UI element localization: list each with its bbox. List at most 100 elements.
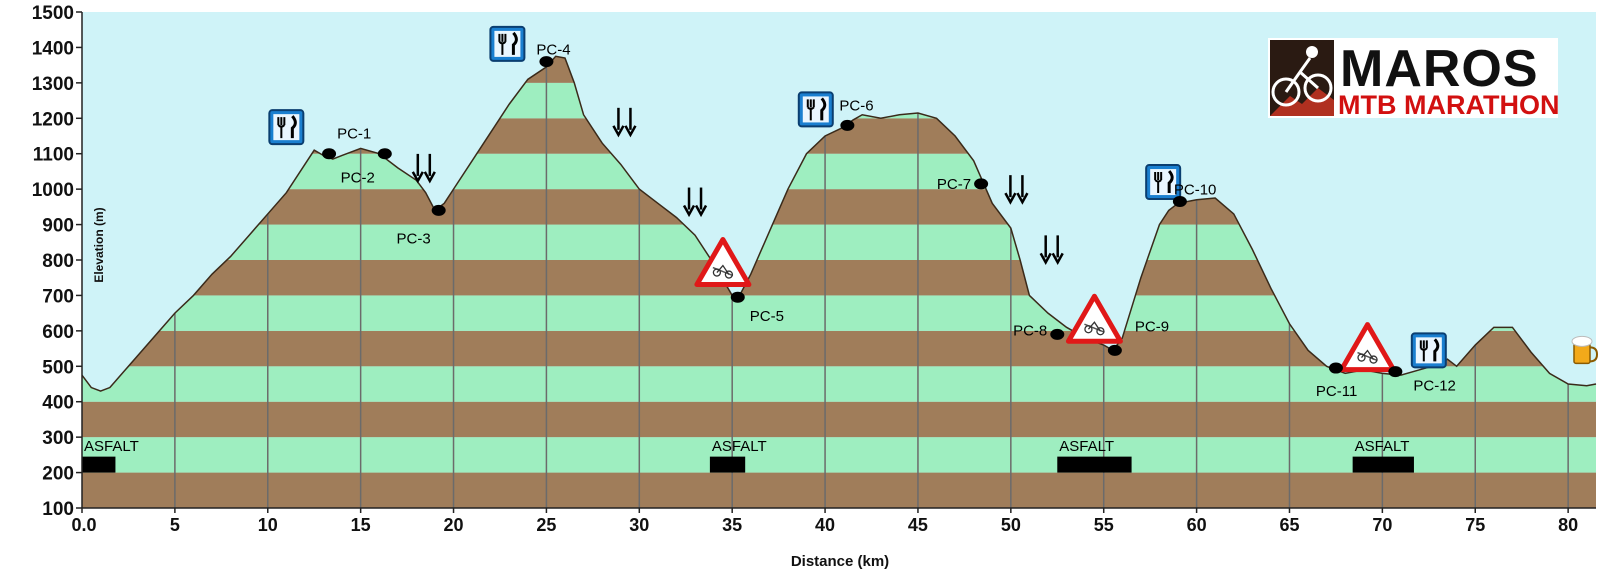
checkpoint-pc-11: PC-11 bbox=[1316, 362, 1357, 400]
logo-subtitle: MTB MARATHON bbox=[1338, 90, 1559, 120]
y-tick-label: 600 bbox=[42, 322, 74, 343]
checkpoint-label: PC-5 bbox=[750, 308, 784, 325]
checkpoint-pc-2: PC-2 bbox=[341, 148, 392, 187]
checkpoint-label: PC-6 bbox=[839, 97, 873, 114]
x-tick-label: 55 bbox=[1094, 515, 1114, 535]
y-tick-label: 1400 bbox=[32, 38, 74, 59]
asphalt-label: ASFALT bbox=[1355, 438, 1410, 455]
x-tick-label: 75 bbox=[1465, 515, 1485, 535]
asphalt-label: ASFALT bbox=[84, 438, 139, 455]
asphalt-section: ASFALT bbox=[709, 438, 767, 473]
asphalt-bar bbox=[1352, 456, 1414, 473]
x-tick-label: 50 bbox=[1001, 515, 1021, 535]
double-down-arrow-icon bbox=[612, 107, 637, 138]
elevation-band bbox=[82, 472, 1596, 508]
checkpoint-pc-10: PC-10 bbox=[1172, 182, 1216, 208]
logo-title: MAROS bbox=[1340, 40, 1539, 98]
y-tick-label: 1300 bbox=[32, 74, 74, 95]
cyclist-logo-icon bbox=[1270, 40, 1334, 116]
checkpoint-pc-8: PC-8 bbox=[1013, 322, 1065, 340]
checkpoint-marker bbox=[322, 148, 337, 160]
checkpoint-label: PC-2 bbox=[341, 170, 375, 187]
steep-descent-warning-icon bbox=[1339, 322, 1397, 373]
y-tick-label: 300 bbox=[42, 428, 74, 449]
checkpoint-marker bbox=[539, 56, 554, 68]
checkpoint-label: PC-8 bbox=[1013, 322, 1047, 339]
checkpoint-marker bbox=[974, 178, 989, 190]
double-down-arrow-icon bbox=[1039, 235, 1064, 265]
x-tick-label: 65 bbox=[1279, 515, 1299, 535]
elevation-band bbox=[82, 437, 1596, 473]
y-tick-label: 900 bbox=[42, 216, 74, 237]
steep-descent-warning-icon bbox=[1065, 293, 1123, 344]
fork-knife-icon bbox=[1145, 164, 1182, 201]
y-tick-label: 1100 bbox=[33, 145, 74, 166]
checkpoints: PC-1 PC-2 PC-3 PC-4 PC-5 PC-6 PC-7 PC-8 PC-9 PC-1… bbox=[322, 42, 1456, 400]
x-axis-title: Distance (km) bbox=[791, 553, 889, 570]
checkpoint-marker bbox=[1050, 328, 1065, 340]
checkpoint-marker bbox=[840, 119, 855, 131]
y-tick-label: 700 bbox=[42, 286, 74, 307]
checkpoint-label: PC-4 bbox=[536, 42, 570, 59]
x-tick-label: 40 bbox=[815, 515, 835, 535]
double-down-arrow-icon bbox=[1004, 175, 1029, 205]
checkpoint-marker bbox=[431, 204, 446, 216]
checkpoint-pc-3: PC-3 bbox=[396, 204, 446, 247]
y-tick-label: 500 bbox=[42, 357, 74, 378]
fork-knife-icon bbox=[1410, 332, 1447, 369]
fork-knife-icon bbox=[268, 109, 305, 146]
checkpoint-label: PC-1 bbox=[337, 126, 371, 143]
y-axis-title: Elevation (m) bbox=[92, 207, 106, 282]
checkpoint-pc-7: PC-7 bbox=[937, 176, 989, 193]
checkpoint-pc-1: PC-1 bbox=[322, 126, 371, 160]
checkpoint-pc-6: PC-6 bbox=[839, 97, 874, 131]
x-tick-label: 60 bbox=[1187, 515, 1207, 535]
x-tick-label: 70 bbox=[1372, 515, 1392, 535]
x-tick-label: 0.0 bbox=[71, 515, 96, 535]
checkpoint-marker bbox=[1172, 196, 1187, 208]
asphalt-bar bbox=[709, 456, 746, 473]
checkpoint-marker bbox=[1107, 344, 1122, 356]
y-tick-label: 1200 bbox=[32, 109, 74, 130]
y-tick-label: 100 bbox=[42, 499, 74, 520]
asphalt-bar bbox=[82, 456, 116, 473]
x-tick-label: 80 bbox=[1558, 515, 1578, 535]
x-tick-label: 25 bbox=[536, 515, 556, 535]
y-tick-label: 200 bbox=[42, 464, 74, 485]
checkpoint-label: PC-11 bbox=[1316, 383, 1357, 400]
x-tick-label: 15 bbox=[351, 515, 371, 535]
route-markers bbox=[268, 25, 1599, 373]
checkpoint-pc-12: PC-12 bbox=[1388, 366, 1456, 395]
asphalt-section: ASFALT bbox=[1352, 438, 1414, 473]
checkpoint-marker bbox=[730, 291, 745, 303]
checkpoint-label: PC-9 bbox=[1135, 318, 1169, 335]
steep-descent-warning-icon bbox=[694, 237, 752, 288]
asphalt-bar bbox=[1057, 456, 1132, 473]
checkpoint-pc-9: PC-9 bbox=[1107, 318, 1169, 356]
x-tick-label: 30 bbox=[629, 515, 649, 535]
checkpoint-pc-5: PC-5 bbox=[730, 291, 784, 325]
asphalt-section: ASFALT bbox=[82, 438, 139, 473]
maros-mtb-marathon-logo: MAROS MTB MARATHON bbox=[1268, 38, 1559, 120]
checkpoint-label: PC-7 bbox=[937, 176, 971, 193]
y-tick-label: 400 bbox=[42, 393, 74, 414]
asphalt-sections: ASFALT ASFALT ASFALT ASFALT bbox=[82, 438, 1414, 473]
y-tick-label: 1000 bbox=[32, 180, 74, 201]
asphalt-section: ASFALT bbox=[1057, 438, 1132, 473]
x-tick-label: 5 bbox=[170, 515, 180, 535]
x-tick-label: 10 bbox=[258, 515, 278, 535]
x-tick-label: 35 bbox=[722, 515, 742, 535]
y-tick-label: 1500 bbox=[32, 3, 74, 24]
asphalt-label: ASFALT bbox=[1059, 438, 1114, 455]
double-down-arrow-icon bbox=[411, 153, 436, 184]
beer-mug-icon bbox=[1571, 335, 1599, 365]
axes: 100 200 300 400 500 600 700 800 900 1000 1100 1200 1… bbox=[32, 3, 1596, 570]
x-tick-label: 20 bbox=[444, 515, 464, 535]
checkpoint-label: PC-3 bbox=[396, 230, 430, 247]
y-tick-label: 800 bbox=[42, 251, 74, 272]
double-down-arrow-icon bbox=[682, 187, 708, 218]
elevation-band bbox=[82, 401, 1596, 438]
fork-knife-icon bbox=[489, 25, 526, 62]
asphalt-label: ASFALT bbox=[712, 438, 767, 455]
